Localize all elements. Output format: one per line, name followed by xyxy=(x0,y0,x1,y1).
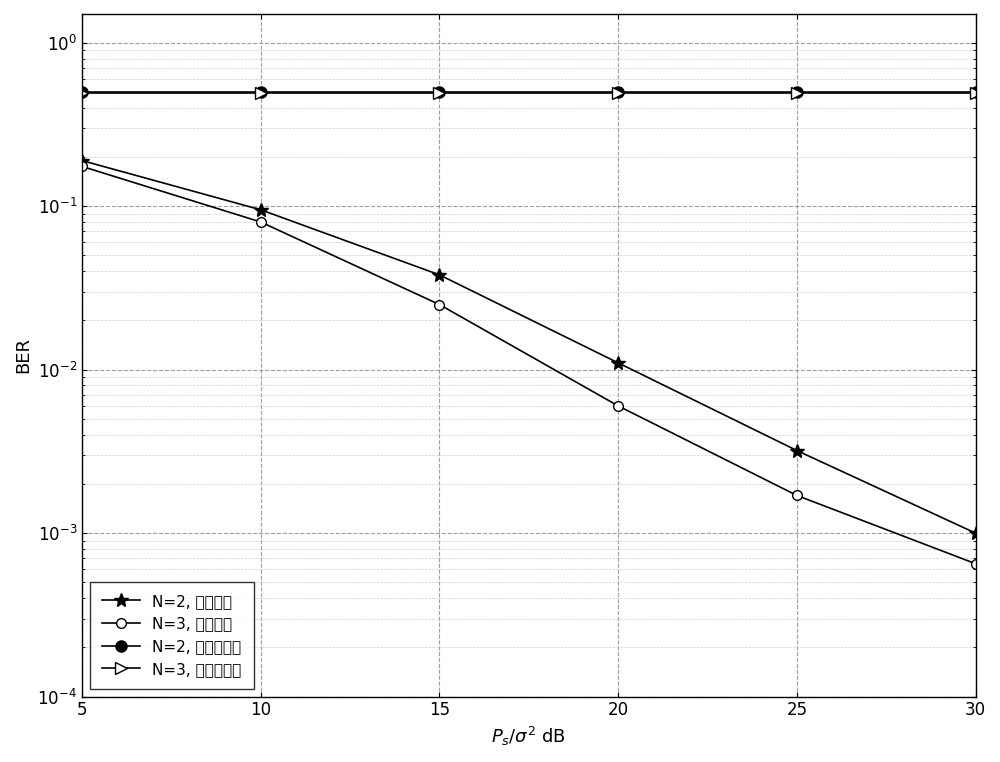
Legend: N=2, 目的节点, N=3, 目的节点, N=2, 不可靠中继, N=3, 不可靠中继: N=2, 目的节点, N=3, 目的节点, N=2, 不可靠中继, N=3, 不… xyxy=(90,581,254,689)
X-axis label: $P_s/\sigma^2$ dB: $P_s/\sigma^2$ dB xyxy=(491,725,566,748)
Y-axis label: BER: BER xyxy=(14,338,32,373)
